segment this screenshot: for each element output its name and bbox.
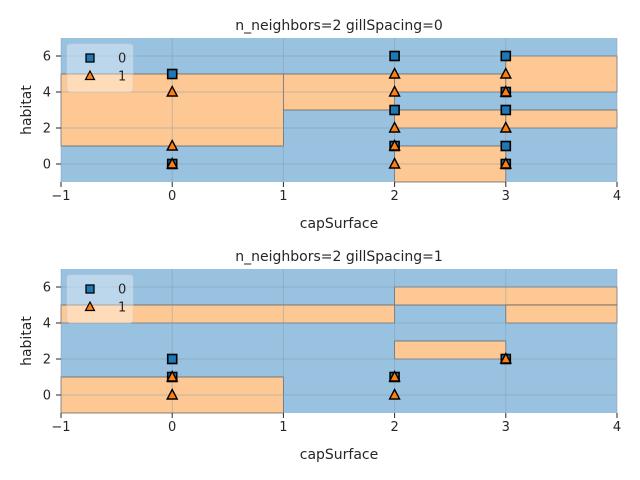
data-point-class-1 <box>166 156 179 169</box>
decision-region-class-1 <box>505 109 618 129</box>
y-tick-label: 2 <box>43 122 51 137</box>
decision-region-class-1 <box>394 340 507 360</box>
data-point-class-1 <box>388 120 401 133</box>
decision-region-class-1 <box>505 55 618 93</box>
data-point-class-0 <box>500 104 512 116</box>
data-point-class-1 <box>499 66 512 79</box>
x-tick-label: 3 <box>502 420 510 435</box>
data-point-class-0 <box>166 353 178 365</box>
data-point-class-1 <box>388 369 401 382</box>
legend-frame <box>66 43 134 93</box>
x-tick-label: −1 <box>51 189 70 204</box>
data-point-class-0 <box>389 104 400 116</box>
decision-region-class-1 <box>505 304 618 324</box>
data-point-class-1 <box>388 138 401 151</box>
x-axis-label: capSurface <box>300 447 379 463</box>
y-tick-label: 4 <box>43 86 51 101</box>
y-axis-label: habitat <box>19 316 35 366</box>
x-tick-label: 4 <box>613 189 621 204</box>
data-point-class-1 <box>388 387 401 400</box>
y-tick-label: 6 <box>43 281 51 296</box>
data-point-class-1 <box>499 156 512 169</box>
x-tick-label: 3 <box>502 189 510 204</box>
x-tick-label: 1 <box>279 189 287 204</box>
x-tick-label: −1 <box>51 420 70 435</box>
legend-marker-square <box>85 53 95 63</box>
legend-label: 0 <box>118 283 126 298</box>
legend-label: 1 <box>118 301 126 316</box>
legend-frame <box>66 274 134 324</box>
x-tick-label: 2 <box>390 420 398 435</box>
legend-label: 0 <box>118 52 126 67</box>
data-point-class-1 <box>388 156 401 169</box>
chart-title: n_neighbors=2 gillSpacing=1 <box>235 249 443 265</box>
data-point-class-1 <box>166 369 179 382</box>
y-tick-label: 6 <box>43 50 51 65</box>
data-point-class-0 <box>500 140 512 152</box>
data-point-class-1 <box>499 120 512 133</box>
data-point-class-1 <box>388 84 401 97</box>
x-tick-label: 2 <box>390 189 398 204</box>
data-point-class-1 <box>499 351 512 364</box>
y-tick-label: 0 <box>43 158 51 173</box>
decision-region-class-1 <box>394 73 507 93</box>
legend-marker-triangle <box>84 300 96 312</box>
legend-label: 1 <box>118 70 126 85</box>
data-point-class-1 <box>499 84 512 97</box>
y-tick-label: 4 <box>43 317 51 332</box>
legend: 01 <box>66 274 134 324</box>
data-point-class-1 <box>388 66 401 79</box>
legend-marker-square <box>85 284 95 294</box>
decision-region-class-1 <box>283 73 395 111</box>
data-point-class-1 <box>166 387 179 400</box>
x-tick-label: 4 <box>613 420 621 435</box>
data-point-class-1 <box>166 138 179 151</box>
legend: 01 <box>66 43 134 93</box>
decision-region-class-1 <box>60 304 395 324</box>
x-tick-label: 0 <box>168 189 176 204</box>
x-tick-label: 0 <box>168 420 176 435</box>
data-point-class-1 <box>166 84 179 97</box>
legend-marker-triangle <box>84 69 96 81</box>
x-axis-label: capSurface <box>300 216 379 232</box>
data-point-class-0 <box>389 50 400 62</box>
data-point-class-0 <box>500 50 512 62</box>
y-tick-label: 2 <box>43 353 51 368</box>
y-axis-label: habitat <box>19 85 35 135</box>
decision-region-class-1 <box>394 145 507 183</box>
decision-region-class-1 <box>394 109 507 129</box>
data-point-class-0 <box>166 68 178 80</box>
chart-title: n_neighbors=2 gillSpacing=0 <box>235 18 443 34</box>
x-tick-label: 1 <box>279 420 287 435</box>
y-tick-label: 0 <box>43 389 51 404</box>
